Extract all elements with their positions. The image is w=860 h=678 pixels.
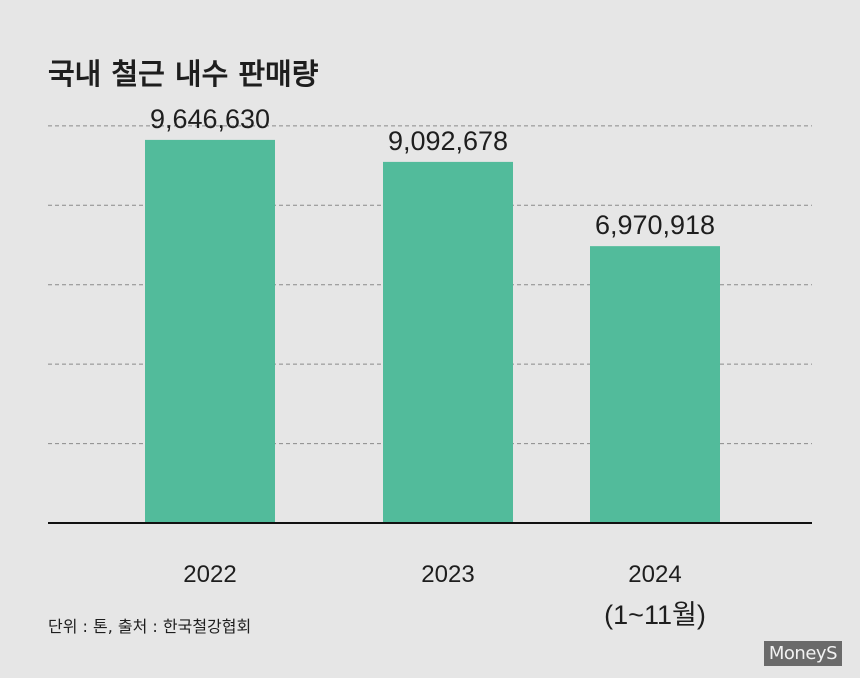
x-tick-labels: 2022 2023 2024 (1~11월) [183, 561, 706, 630]
x-tick-2023: 2023 [421, 561, 474, 588]
x-tick-sublabel-2024: (1~11월) [604, 600, 706, 630]
value-labels: 9,646,630 9,092,678 6,970,918 [150, 104, 715, 240]
value-label-2024: 6,970,918 [595, 210, 715, 240]
x-tick-2024: 2024 [628, 561, 681, 588]
chart-title: 국내 철근 내수 판매량 [48, 57, 319, 91]
value-label-2022: 9,646,630 [150, 104, 270, 134]
moneys-logo: MoneyS [763, 641, 842, 666]
bar-2022 [145, 139, 275, 523]
bars [145, 139, 720, 523]
bar-2024 [590, 246, 720, 523]
value-label-2023: 9,092,678 [388, 126, 508, 156]
source-note: 단위 : 톤, 출처 : 한국철강협회 [48, 617, 251, 636]
x-tick-2022: 2022 [183, 561, 236, 588]
bar-2023 [383, 161, 513, 523]
